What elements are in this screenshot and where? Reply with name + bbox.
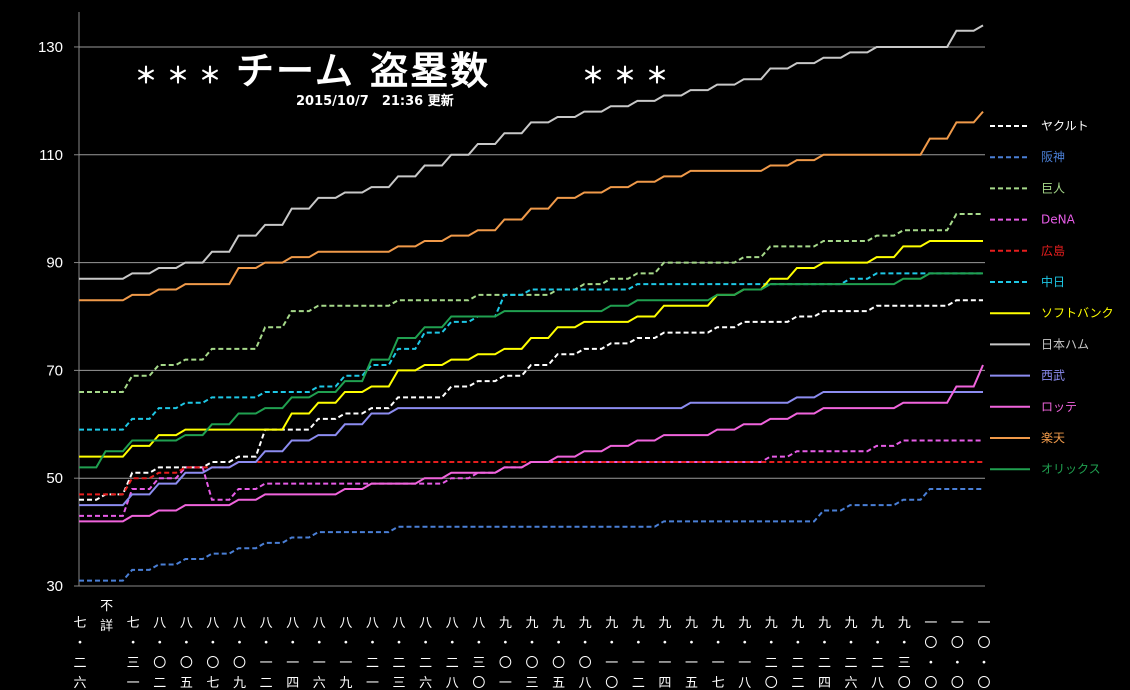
series-line [79, 213, 983, 393]
stars-left: ＊＊＊ [135, 64, 232, 89]
x-tick-label: 一〇・〇四 [951, 616, 964, 690]
x-tick-label: 八・〇七 [206, 616, 219, 690]
x-tick-label: 九・二四 [818, 616, 831, 690]
series-line [79, 24, 984, 280]
legend-label: ヤクルト [1041, 119, 1089, 133]
series-line [79, 487, 983, 582]
legend-label: DeNA [1041, 213, 1076, 227]
x-tick-label: 一〇・〇六 [977, 616, 990, 690]
series-line [79, 439, 983, 517]
y-axis: 30 50 70 90 110 130 [38, 39, 79, 595]
x-tick-label: 九・一八 [738, 616, 751, 690]
x-tick-label: 九・二八 [871, 616, 884, 690]
x-tick-label: 八・三〇 [472, 616, 485, 690]
legend-label: 広島 [1041, 243, 1065, 258]
x-tick-label: 八・二六 [419, 616, 432, 690]
x-tick-label: 九・〇三 [525, 616, 538, 690]
y-tick-label: 30 [46, 578, 63, 595]
y-tick-label: 50 [46, 470, 63, 487]
x-tick-label: 八・〇五 [180, 616, 193, 690]
x-tick-label: 八・一九 [339, 616, 352, 690]
legend-label: 巨人 [1041, 181, 1065, 195]
y-tick-label: 110 [39, 147, 63, 164]
legend-label: オリックス [1041, 462, 1101, 476]
series-line [79, 364, 984, 523]
x-tick-label: 九・二二 [791, 616, 804, 690]
x-tick-label: 八・一四 [286, 616, 299, 690]
y-tick-label: 90 [46, 255, 63, 272]
series-line [79, 390, 983, 507]
legend-label: ソフトバンク [1041, 306, 1114, 320]
x-tick-label: 九・一五 [685, 616, 698, 690]
series-line [79, 240, 983, 458]
x-tick-label: 八・一六 [313, 616, 326, 690]
x-tick-label: 九・一〇 [605, 616, 618, 690]
x-tick-label: 九・〇五 [552, 616, 565, 690]
series-line [79, 110, 984, 302]
stars-right: ＊＊＊ [582, 64, 679, 89]
x-tick-label: 九・一七 [712, 616, 725, 690]
legend-label: 阪神 [1041, 150, 1065, 164]
x-tick-label: 八・一二 [260, 616, 273, 690]
x-tick-label: 八・二八 [446, 616, 459, 690]
x-tick-label: 九・一二 [632, 616, 645, 690]
y-tick-label: 130 [38, 39, 63, 56]
series-lines [79, 24, 984, 582]
x-tick-label: 九・二〇 [765, 616, 778, 690]
x-tick-label: 一〇・〇二 [924, 616, 937, 690]
series-line [79, 299, 983, 501]
x-tick-label: 八・二三 [393, 616, 406, 690]
x-tick-label: 九・一四 [658, 616, 671, 690]
legend-label: 西武 [1041, 369, 1065, 383]
legend-label: 楽天 [1041, 431, 1065, 445]
x-tick-label: 八・〇九 [233, 616, 246, 690]
y-tick-label: 70 [46, 362, 63, 379]
x-tick-label: 九・二六 [845, 616, 858, 690]
x-tick-label: 不詳 [100, 599, 113, 634]
legend-label: 日本ハム [1041, 337, 1089, 351]
x-tick-label: 七・二六 [73, 616, 86, 690]
updated-timestamp: 2015/10/7 21:36 更新 [296, 94, 454, 109]
x-tick-label: 八・〇二 [153, 616, 166, 690]
x-tick-label: 九・〇八 [579, 616, 592, 690]
x-tick-label: 七・三一 [127, 616, 140, 690]
x-tick-label: 九・〇一 [499, 616, 512, 690]
x-tick-label: 八・二一 [366, 616, 379, 690]
legend-label: ロッテ [1041, 400, 1077, 414]
x-tick-label: 九・三〇 [898, 616, 911, 690]
series-line [79, 272, 983, 469]
chart-title: チーム 盗塁数 [236, 49, 491, 93]
legend-label: 中日 [1041, 274, 1065, 289]
